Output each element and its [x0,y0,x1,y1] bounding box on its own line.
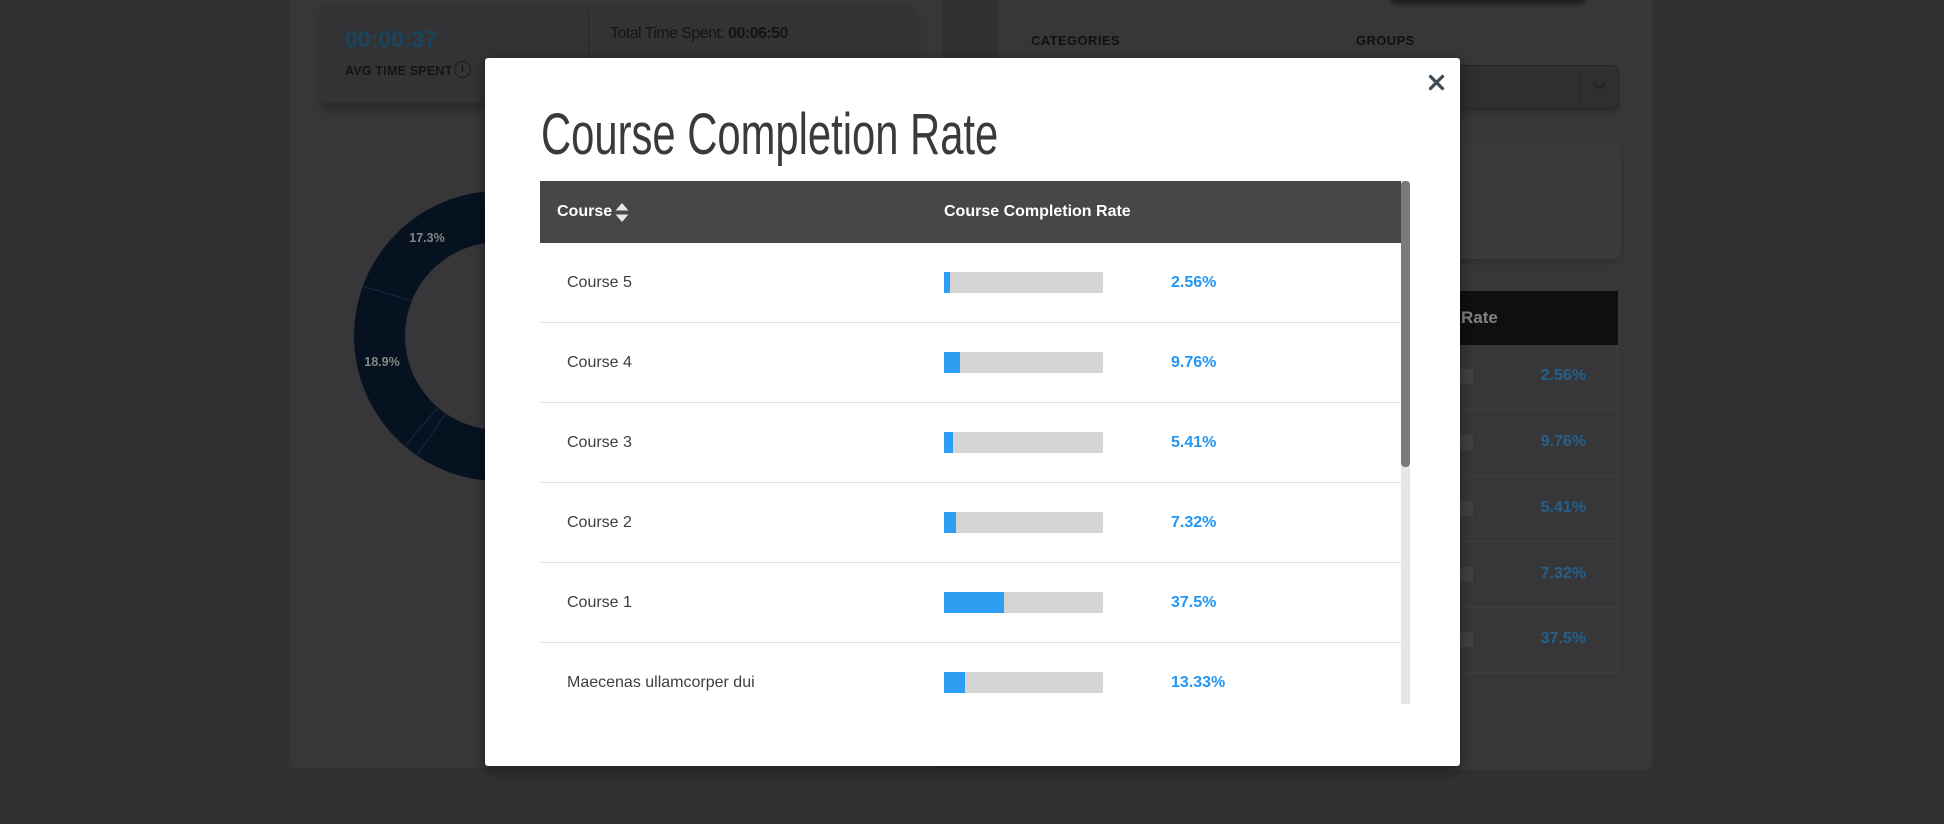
svg-text:17.3%: 17.3% [409,231,444,245]
svg-text:18.9%: 18.9% [364,355,399,369]
